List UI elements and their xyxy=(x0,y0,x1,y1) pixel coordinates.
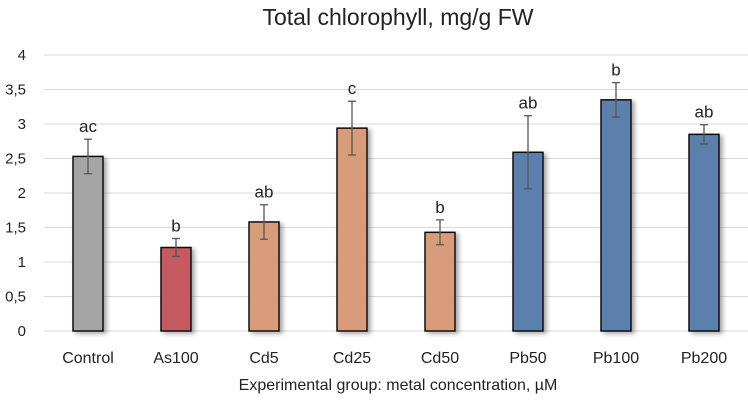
y-axis-ticks: 0 0,5 1 1,5 2 2,5 3 3,5 4 xyxy=(5,47,26,340)
significance-label: b xyxy=(611,61,620,80)
significance-label: ab xyxy=(695,103,714,122)
significance-label: b xyxy=(435,198,444,217)
x-tick-label: Cd25 xyxy=(333,350,371,367)
bar-Pb100 xyxy=(600,99,632,332)
x-tick-label: Pb50 xyxy=(509,350,546,367)
y-tick-label: 2 xyxy=(18,185,26,202)
bar-Pb200 xyxy=(688,133,720,332)
y-tick-label: 1 xyxy=(18,254,26,271)
significance-label: ab xyxy=(255,183,274,202)
x-tick-label: Cd5 xyxy=(249,350,278,367)
x-tick-label: Control xyxy=(62,350,114,367)
bar-Cd5 xyxy=(248,221,280,332)
x-tick-label: As100 xyxy=(153,350,198,367)
gridlines xyxy=(44,54,748,332)
y-tick-label: 0 xyxy=(18,323,26,340)
x-tick-label: Pb100 xyxy=(593,350,639,367)
x-tick-label: Pb200 xyxy=(681,350,727,367)
y-tick-label: 3 xyxy=(18,116,26,133)
y-tick-label: 2,5 xyxy=(5,151,26,168)
x-tick-label: Cd50 xyxy=(421,350,459,367)
significance-label: ac xyxy=(79,117,97,136)
significance-label: ab xyxy=(519,94,538,113)
x-axis-ticks: Control As100 Cd5 Cd25 Cd50 Pb50 Pb100 Pb200 xyxy=(62,350,727,367)
bar-Cd25 xyxy=(336,127,368,332)
y-tick-label: 0,5 xyxy=(5,289,26,306)
y-tick-label: 1,5 xyxy=(5,220,26,237)
y-tick-label: 4 xyxy=(18,47,26,64)
bars: ac b ab c b ab b ab xyxy=(72,61,720,332)
x-axis-label: Experimental group: metal concentration,… xyxy=(239,377,558,394)
bar-As100 xyxy=(160,246,192,332)
y-tick-label: 3,5 xyxy=(5,82,26,99)
significance-label: b xyxy=(171,217,180,236)
bar-Cd50 xyxy=(424,231,456,332)
significance-label: c xyxy=(348,79,357,98)
chart-title: Total chlorophyll, mg/g FW xyxy=(263,4,534,30)
bar-Control xyxy=(72,155,104,332)
